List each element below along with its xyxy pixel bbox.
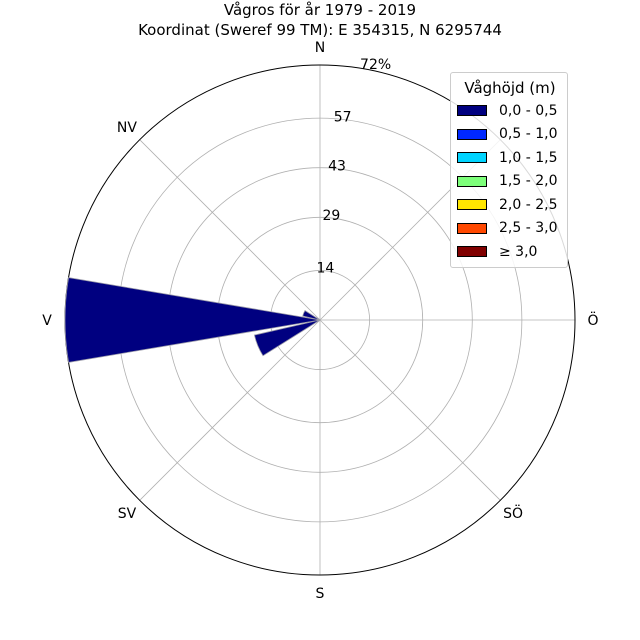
legend-swatch: [457, 152, 487, 164]
radial-tick-label: 14: [316, 261, 334, 277]
legend-swatch: [457, 128, 487, 140]
legend-swatch: [457, 222, 487, 234]
legend-item: 2,5 - 3,0: [457, 217, 567, 241]
legend-item: 2,0 - 2,5: [457, 193, 567, 217]
legend-item: ≥ 3,0: [457, 240, 567, 264]
direction-label: S: [316, 586, 325, 602]
legend: Våghöjd (m) 0,0 - 0,5 0,5 - 1,0 1,0 - 1,…: [450, 72, 568, 268]
legend-swatch: [457, 175, 487, 187]
legend-item: 1,5 - 2,0: [457, 170, 567, 194]
axis-labels: 14 29 43 57 72% N NV V SV S SÖ Ö: [42, 40, 598, 602]
direction-label: V: [42, 313, 52, 329]
polar-grid: [64, 64, 576, 576]
legend-item: 0,0 - 0,5: [457, 99, 567, 123]
wind-rose-bar: [64, 277, 321, 363]
radial-tick-label: 57: [334, 109, 352, 125]
legend-swatch: [457, 105, 487, 117]
wind-rose-bar: [253, 319, 321, 357]
legend-label: 1,5 - 2,0: [499, 173, 558, 190]
legend-label: ≥ 3,0: [499, 243, 538, 260]
legend-item: 0,5 - 1,0: [457, 123, 567, 147]
chart-title: Vågros för år 1979 - 2019: [223, 1, 417, 19]
radial-tick-label: 43: [328, 159, 346, 175]
legend-swatch: [457, 246, 487, 258]
chart-title-block: Vågros för år 1979 - 2019 Koordinat (Swe…: [0, 0, 640, 40]
wind-rose-bar: [302, 310, 321, 321]
direction-label: NV: [117, 120, 137, 136]
legend-label: 2,5 - 3,0: [499, 220, 558, 237]
legend-title: Våghöjd (m): [464, 79, 556, 97]
legend-item: 1,0 - 1,5: [457, 146, 567, 170]
legend-label: 1,0 - 1,5: [499, 149, 558, 166]
radial-tick-label: 72%: [360, 57, 391, 73]
grid-spoke: [319, 319, 501, 501]
legend-swatch: [457, 199, 487, 211]
direction-label: SÖ: [503, 504, 523, 522]
grid-spoke: [139, 319, 321, 501]
chart-subtitle: Koordinat (Sweref 99 TM): E 354315, N 62…: [138, 21, 502, 39]
direction-label: N: [315, 40, 325, 56]
legend-label: 0,5 - 1,0: [499, 126, 558, 143]
grid-spoke: [139, 139, 321, 321]
legend-label: 0,0 - 0,5: [499, 102, 558, 119]
legend-label: 2,0 - 2,5: [499, 196, 558, 213]
direction-label: Ö: [587, 311, 598, 329]
direction-label: SV: [118, 506, 137, 522]
radial-tick-label: 29: [322, 208, 340, 224]
wind-rose-bars: [64, 277, 321, 363]
